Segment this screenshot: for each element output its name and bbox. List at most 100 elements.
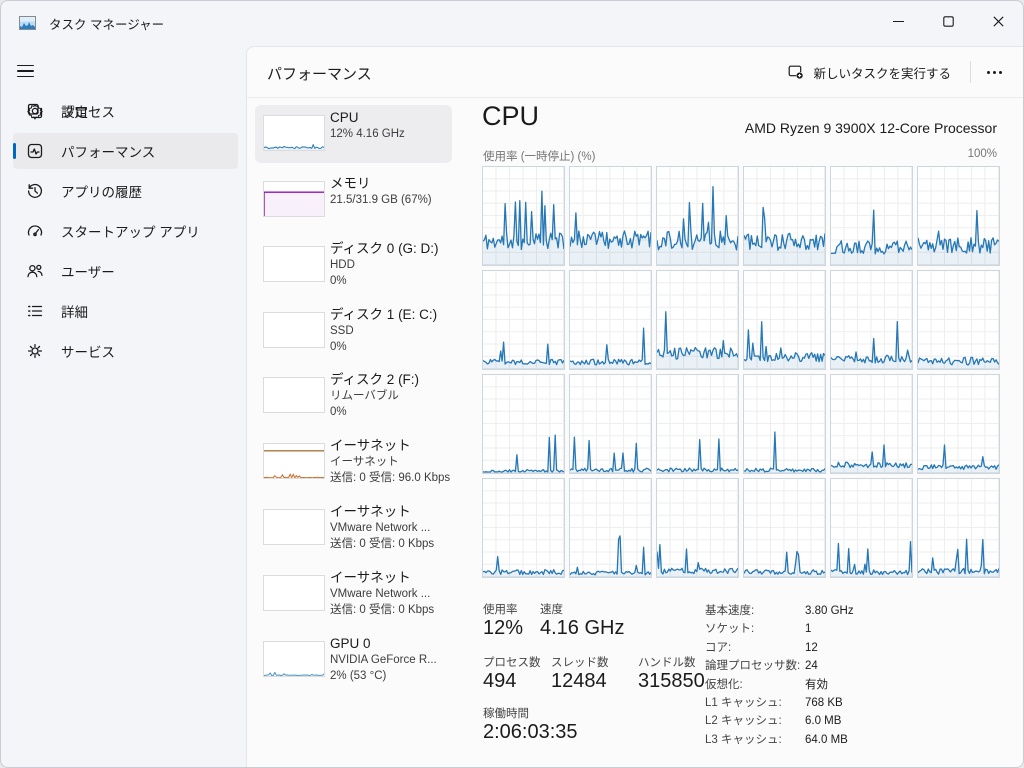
logical-processor-chart	[743, 270, 826, 370]
handles-label: ハンドル数	[638, 657, 696, 669]
cpu-thumbnail-chart	[263, 115, 325, 151]
history-icon	[25, 182, 44, 201]
logical-processors-chart-grid[interactable]	[482, 166, 1000, 578]
spec-row: 論理プロセッサ数: 24	[705, 660, 818, 673]
gear-icon	[25, 102, 44, 121]
disk0-thumbnail-chart	[263, 246, 325, 282]
logical-processor-chart	[743, 478, 826, 578]
sidebar-item-label: アプリの履歴	[61, 185, 142, 200]
processes-icon	[25, 102, 44, 121]
speed-value: 4.16 GHz	[540, 617, 625, 639]
window-title: タスク マネージャー	[49, 18, 165, 32]
logical-processor-chart	[830, 374, 913, 474]
page-title: パフォーマンス	[267, 66, 372, 83]
sidebar-item-performance[interactable]: パフォーマンス	[13, 133, 238, 169]
chart-max-label: 100%	[967, 148, 997, 160]
run-new-task-button[interactable]: 新しいタスクを実行する	[778, 56, 961, 88]
sidebar-item-app-history[interactable]: アプリの履歴	[13, 173, 238, 209]
cpu-heading: CPU	[482, 101, 540, 131]
processes-value: 494	[483, 670, 517, 692]
new-task-icon	[789, 65, 804, 80]
ethernet3-thumbnail-chart	[263, 575, 325, 611]
logical-processor-chart	[569, 166, 652, 266]
threads-label: スレッド数	[551, 657, 609, 669]
close-button[interactable]	[973, 1, 1023, 41]
perf-item-ethernet2[interactable]: イーサネット VMware Network ... 送信: 0 受信: 0 Kb…	[255, 499, 452, 557]
startup-icon	[25, 222, 44, 241]
spec-row: L1 キャッシュ: 768 KB	[705, 697, 843, 710]
performance-icon	[25, 142, 44, 161]
card-header: パフォーマンス 新しいタスクを実行する	[247, 47, 1023, 98]
sidebar-item-label: 設定	[61, 105, 88, 120]
handles-value: 315850	[638, 670, 705, 692]
sidebar-item-label: プロセス	[61, 105, 115, 120]
spec-row: L3 キャッシュ: 64.0 MB	[705, 733, 848, 746]
spec-row: L2 キャッシュ: 6.0 MB	[705, 715, 842, 728]
sidebar: プロセス パフォーマンス アプリの履歴 スタートアップ アプリ ユーザー 詳細	[1, 93, 246, 373]
ethernet1-thumbnail-chart	[263, 443, 325, 479]
spec-row: コア: 12	[705, 641, 818, 654]
chart-axis-label: 使用率 (一時停止) (%)	[483, 151, 596, 163]
logical-processor-chart	[830, 478, 913, 578]
sidebar-item-label: スタートアップ アプリ	[61, 225, 200, 240]
logical-processor-chart	[482, 478, 565, 578]
logical-processor-chart	[569, 478, 652, 578]
sidebar-item-label: ユーザー	[61, 265, 115, 280]
spec-row: 仮想化: 有効	[705, 678, 828, 691]
header-divider	[970, 61, 971, 83]
sidebar-item-label: パフォーマンス	[61, 145, 156, 160]
cpu-processor-name: AMD Ryzen 9 3900X 12-Core Processor	[744, 120, 997, 136]
maximize-button[interactable]	[923, 1, 973, 41]
logical-processor-chart	[569, 374, 652, 474]
app-icon	[19, 16, 36, 30]
perf-item-gpu0[interactable]: GPU 0 NVIDIA GeForce R... 2% (53 °C)	[255, 631, 452, 689]
gpu-thumbnail-chart	[263, 641, 325, 677]
threads-value: 12484	[551, 670, 607, 692]
sidebar-item-details[interactable]: 詳細	[13, 293, 238, 329]
logical-processor-chart	[917, 166, 1000, 266]
spec-row: 基本速度: 3.80 GHz	[705, 605, 854, 617]
sidebar-item-startup-apps[interactable]: スタートアップ アプリ	[13, 213, 238, 249]
logical-processor-chart	[656, 270, 739, 370]
perf-item-memory[interactable]: メモリ 21.5/31.9 GB (67%)	[255, 171, 452, 229]
logical-processor-chart	[656, 478, 739, 578]
sidebar-item-label: サービス	[61, 345, 115, 360]
speed-label: 速度	[540, 604, 563, 616]
more-options-button[interactable]	[977, 56, 1011, 88]
sidebar-item-services[interactable]: サービス	[13, 333, 238, 369]
logical-processor-chart	[482, 374, 565, 474]
perf-item-disk0[interactable]: ディスク 0 (G: D:) HDD 0%	[255, 236, 452, 294]
users-icon	[25, 262, 44, 281]
services-icon	[25, 342, 44, 361]
usage-label: 使用率	[483, 604, 518, 616]
logical-processor-chart	[569, 270, 652, 370]
perf-item-cpu[interactable]: CPU 12% 4.16 GHz	[255, 105, 452, 163]
perf-item-disk2[interactable]: ディスク 2 (F:) リムーバブル 0%	[255, 367, 452, 425]
logical-processor-chart	[656, 166, 739, 266]
sidebar-footer: 設定	[1, 93, 246, 757]
minimize-button[interactable]	[873, 1, 923, 41]
logical-processor-chart	[743, 166, 826, 266]
uptime-label: 稼働時間	[483, 708, 529, 720]
content-card: パフォーマンス 新しいタスクを実行する CPU 12% 4.16 GHz メモリ…	[246, 46, 1023, 767]
logical-processor-chart	[482, 166, 565, 266]
logical-processor-chart	[482, 270, 565, 370]
memory-thumbnail-chart	[263, 181, 325, 217]
nav-menu-toggle[interactable]	[13, 55, 47, 87]
sidebar-item-processes[interactable]: プロセス	[13, 93, 238, 129]
perf-item-ethernet1[interactable]: イーサネット イーサネット 送信: 0 受信: 96.0 Kbps	[255, 433, 452, 491]
logical-processor-chart	[917, 374, 1000, 474]
logical-processor-chart	[917, 478, 1000, 578]
uptime-value: 2:06:03:35	[483, 721, 578, 743]
perf-item-disk1[interactable]: ディスク 1 (E: C:) SSD 0%	[255, 302, 452, 360]
logical-processor-chart	[830, 166, 913, 266]
perf-item-ethernet3[interactable]: イーサネット VMware Network ... 送信: 0 受信: 0 Kb…	[255, 565, 452, 623]
disk2-thumbnail-chart	[263, 377, 325, 413]
sidebar-item-users[interactable]: ユーザー	[13, 253, 238, 289]
logical-processor-chart	[830, 270, 913, 370]
logical-processor-chart	[656, 374, 739, 474]
details-icon	[25, 302, 44, 321]
disk1-thumbnail-chart	[263, 312, 325, 348]
sidebar-item-settings[interactable]: 設定	[13, 93, 238, 129]
